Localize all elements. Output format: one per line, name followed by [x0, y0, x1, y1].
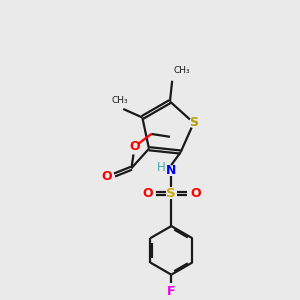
Text: S: S: [189, 116, 198, 129]
Text: O: O: [101, 170, 112, 183]
Text: O: O: [190, 187, 201, 200]
Text: S: S: [167, 187, 176, 200]
Text: O: O: [129, 140, 140, 153]
Text: F: F: [167, 285, 176, 298]
Text: N: N: [166, 164, 176, 177]
Text: H: H: [157, 161, 166, 174]
Text: CH₃: CH₃: [174, 66, 190, 75]
Text: CH₃: CH₃: [112, 96, 128, 105]
Text: O: O: [142, 187, 153, 200]
